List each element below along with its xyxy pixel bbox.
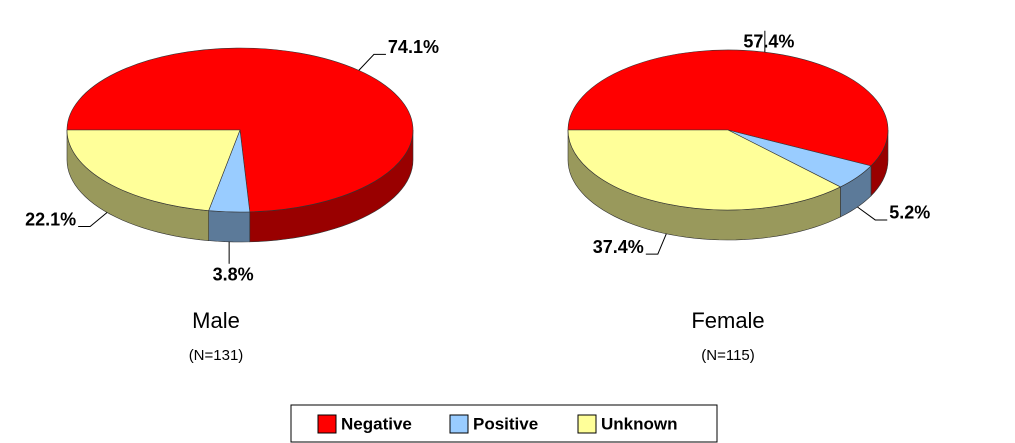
legend-label: Unknown [601,414,678,433]
legend-swatch [449,414,469,434]
pie-sides [567,129,889,241]
leader-line [857,206,888,221]
chart-title: Male [192,308,240,333]
legend-label: Positive [473,414,538,433]
leader-line [78,212,108,228]
pie-slice [567,129,842,211]
legend-box [290,404,718,443]
legend-swatch [577,414,597,434]
pie-sides [66,129,414,243]
data-label: 37.4% [593,237,644,257]
pie-slice [66,129,241,211]
data-label: 57.4% [743,31,794,51]
pie-tops [66,47,414,213]
leader-line [358,53,386,71]
chart-title: Female [691,308,764,333]
pie-tops [567,49,889,211]
pie-side [208,210,251,243]
data-label: 3.8% [213,265,254,285]
chart-subtitle: (N=131) [189,347,244,364]
chart-subtitle: (N=115) [701,347,755,364]
data-label: 74.1% [388,37,439,57]
leader-line [645,233,667,255]
legend-label: Negative [341,414,412,433]
data-label: 22.1% [25,209,76,229]
pie-slice [567,49,889,167]
data-label: 5.2% [889,203,930,223]
legend-swatch [317,414,337,434]
